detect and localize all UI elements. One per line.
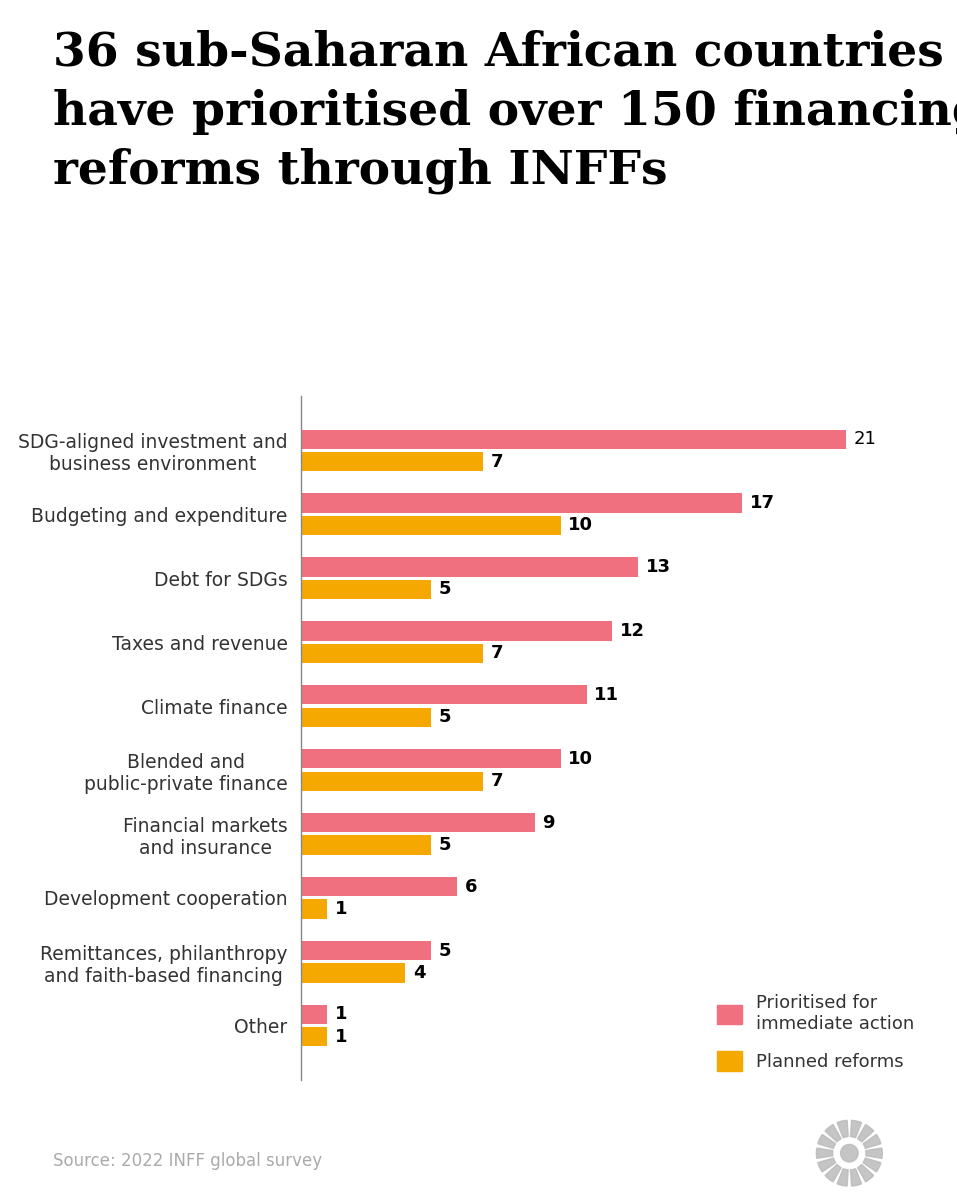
Text: 4: 4 bbox=[412, 964, 426, 982]
Text: 21: 21 bbox=[854, 430, 877, 448]
Wedge shape bbox=[816, 1148, 833, 1158]
Wedge shape bbox=[857, 1124, 874, 1142]
Text: 36 sub-Saharan African countries
have prioritised over 150 financing
reforms thr: 36 sub-Saharan African countries have pr… bbox=[53, 30, 957, 194]
Text: 5: 5 bbox=[439, 708, 452, 726]
Wedge shape bbox=[851, 1169, 861, 1186]
Text: 11: 11 bbox=[594, 686, 619, 704]
Bar bbox=[301, 516, 561, 535]
Wedge shape bbox=[837, 1121, 848, 1138]
Bar bbox=[301, 900, 327, 918]
Bar bbox=[301, 452, 483, 472]
Bar bbox=[301, 814, 535, 833]
Wedge shape bbox=[866, 1148, 882, 1158]
Wedge shape bbox=[818, 1134, 835, 1148]
Legend: Prioritised for
immediate action, Planned reforms: Prioritised for immediate action, Planne… bbox=[717, 995, 915, 1070]
Text: 17: 17 bbox=[750, 494, 775, 512]
Text: 1: 1 bbox=[335, 900, 347, 918]
Circle shape bbox=[840, 1145, 858, 1162]
Bar bbox=[301, 430, 846, 449]
Text: 5: 5 bbox=[439, 581, 452, 599]
Wedge shape bbox=[863, 1134, 880, 1148]
Text: 10: 10 bbox=[568, 516, 593, 534]
Bar bbox=[301, 580, 431, 599]
Text: Source: 2022 INFF global survey: Source: 2022 INFF global survey bbox=[53, 1152, 322, 1170]
Bar bbox=[301, 558, 638, 576]
Text: 10: 10 bbox=[568, 750, 593, 768]
Bar bbox=[301, 493, 742, 512]
Bar bbox=[301, 772, 483, 791]
Text: 7: 7 bbox=[491, 452, 503, 470]
Wedge shape bbox=[863, 1158, 880, 1172]
Text: 12: 12 bbox=[620, 622, 645, 640]
Bar bbox=[301, 708, 431, 727]
Bar bbox=[301, 622, 612, 641]
Wedge shape bbox=[851, 1121, 861, 1138]
Bar bbox=[301, 643, 483, 662]
Wedge shape bbox=[825, 1164, 841, 1182]
Text: 5: 5 bbox=[439, 836, 452, 854]
Bar bbox=[301, 964, 405, 983]
Text: 7: 7 bbox=[491, 644, 503, 662]
Text: 5: 5 bbox=[439, 942, 452, 960]
Text: 9: 9 bbox=[543, 814, 555, 832]
Wedge shape bbox=[837, 1169, 848, 1186]
Bar bbox=[301, 749, 561, 768]
Text: 1: 1 bbox=[335, 1006, 347, 1024]
Text: 1: 1 bbox=[335, 1028, 347, 1046]
Bar bbox=[301, 877, 457, 896]
Text: 6: 6 bbox=[465, 877, 478, 895]
Wedge shape bbox=[825, 1124, 841, 1142]
Text: 13: 13 bbox=[646, 558, 671, 576]
Wedge shape bbox=[818, 1158, 835, 1172]
Bar bbox=[301, 685, 587, 704]
Bar bbox=[301, 1004, 327, 1024]
Bar bbox=[301, 1027, 327, 1046]
Bar bbox=[301, 835, 431, 854]
Text: 7: 7 bbox=[491, 772, 503, 790]
Wedge shape bbox=[857, 1164, 874, 1182]
Bar bbox=[301, 941, 431, 960]
